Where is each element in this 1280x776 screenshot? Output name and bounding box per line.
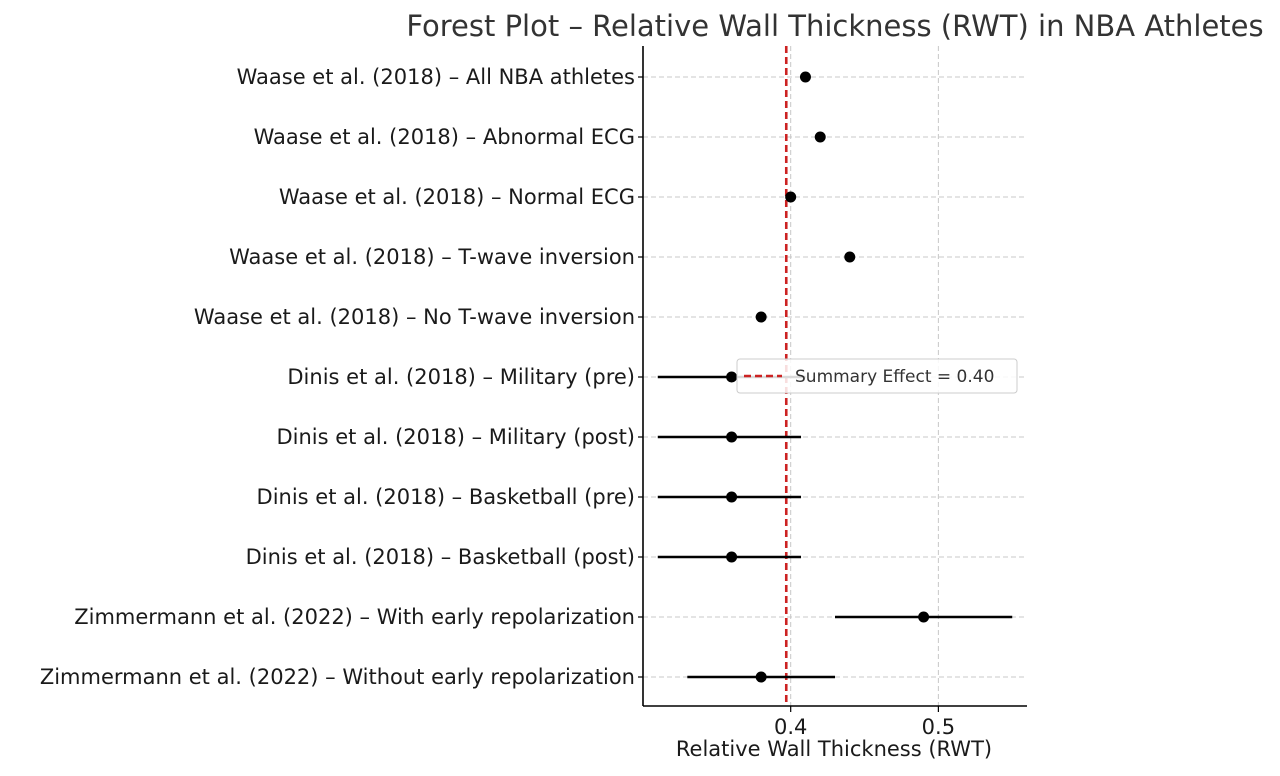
- legend: Summary Effect = 0.40: [736, 358, 1018, 394]
- data-point: [918, 611, 930, 623]
- data-point: [726, 551, 738, 563]
- y-tick-label: Waase et al. (2018) – T-wave inversion: [229, 245, 635, 269]
- y-tick-label: Waase et al. (2018) – Abnormal ECG: [254, 125, 635, 149]
- data-point: [799, 71, 811, 83]
- chart-title: Forest Plot – Relative Wall Thickness (R…: [406, 9, 1263, 43]
- y-tick-label: Zimmermann et al. (2022) – With early re…: [74, 605, 635, 629]
- data-point: [726, 431, 738, 443]
- y-tick-label: Waase et al. (2018) – All NBA athletes: [237, 65, 635, 89]
- data-point: [814, 131, 826, 143]
- x-axis-label: Relative Wall Thickness (RWT): [676, 737, 992, 761]
- data-point: [755, 671, 767, 683]
- axis-layer: 0.4 0.5: [638, 46, 1027, 739]
- data-point: [726, 491, 738, 503]
- legend-label: Summary Effect = 0.40: [795, 367, 994, 387]
- x-tick-label: 0.5: [922, 715, 955, 739]
- ci-layer: [657, 375, 1013, 679]
- y-tick-label: Waase et al. (2018) – Normal ECG: [279, 185, 635, 209]
- data-point: [785, 191, 797, 203]
- x-tick-label: 0.4: [774, 715, 807, 739]
- ylabel-layer: Waase et al. (2018) – All NBA athletes Wa…: [40, 65, 635, 689]
- data-point: [844, 251, 856, 263]
- y-tick-label: Dinis et al. (2018) – Military (post): [276, 425, 635, 449]
- y-tick-label: Dinis et al. (2018) – Basketball (post): [246, 545, 635, 569]
- legend-box: [736, 358, 1018, 394]
- point-layer: [726, 71, 930, 683]
- y-tick-label: Zimmermann et al. (2022) – Without early…: [40, 665, 635, 689]
- y-tick-label: Dinis et al. (2018) – Military (pre): [287, 365, 635, 389]
- data-point: [755, 311, 767, 323]
- y-tick-label: Dinis et al. (2018) – Basketball (pre): [257, 485, 635, 509]
- y-tick-label: Waase et al. (2018) – No T-wave inversio…: [194, 305, 635, 329]
- data-point: [726, 371, 738, 383]
